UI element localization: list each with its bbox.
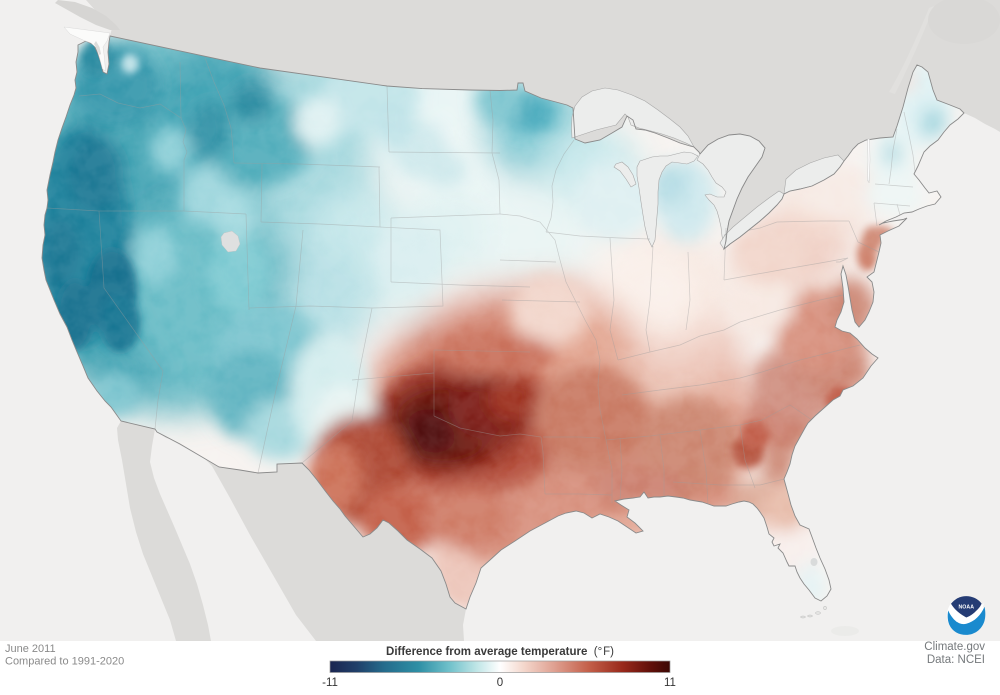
- svg-text:11: 11: [664, 677, 676, 689]
- svg-text:Data: NCEI: Data: NCEI: [927, 654, 985, 666]
- svg-text:Climate.gov: Climate.gov: [924, 641, 985, 653]
- svg-text:June 2011: June 2011: [5, 643, 56, 655]
- svg-text:Difference from average temper: Difference from average temperature (° F…: [386, 646, 614, 658]
- svg-text:-11: -11: [322, 677, 338, 689]
- svg-text:NOAA: NOAA: [958, 605, 974, 611]
- svg-text:0: 0: [497, 677, 503, 689]
- svg-text:Compared to 1991-2020: Compared to 1991-2020: [5, 656, 124, 668]
